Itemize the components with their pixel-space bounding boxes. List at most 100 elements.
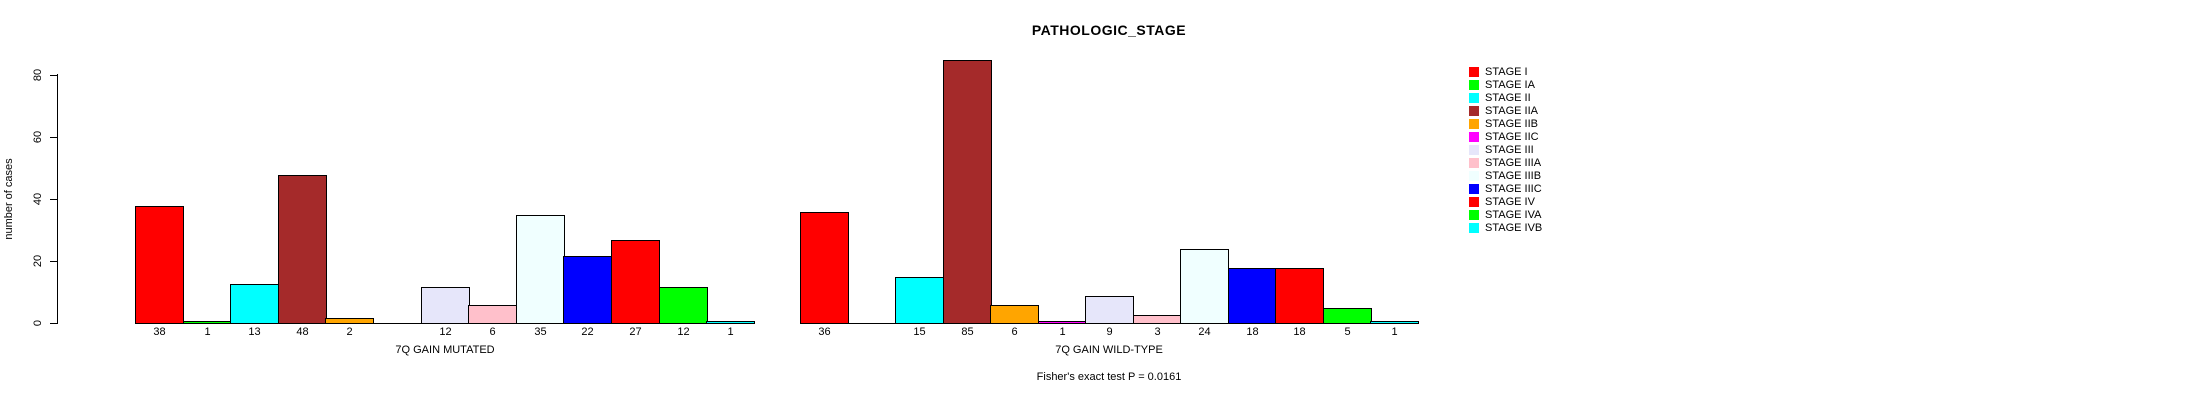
legend-swatch bbox=[1469, 158, 1479, 168]
bar-value-label: 13 bbox=[248, 326, 261, 338]
y-tick-label: 60 bbox=[32, 130, 44, 144]
bar-value-label: 85 bbox=[961, 326, 974, 338]
legend-swatch bbox=[1469, 145, 1479, 155]
y-tick-label: 80 bbox=[32, 68, 44, 82]
legend-swatch bbox=[1469, 223, 1479, 233]
legend-item: STAGE IV bbox=[1469, 196, 1669, 209]
legend-swatch bbox=[1469, 67, 1479, 77]
legend-label: STAGE IV bbox=[1485, 196, 1535, 208]
y-tick-mark bbox=[50, 199, 58, 200]
bar-stage-iiia bbox=[1133, 315, 1182, 324]
bar-stage-iiic bbox=[563, 256, 612, 324]
legend-label: STAGE IVA bbox=[1485, 209, 1542, 221]
bar-value-label: 12 bbox=[677, 326, 690, 338]
legend-label: STAGE IIIA bbox=[1485, 157, 1542, 169]
legend-label: STAGE IIIC bbox=[1485, 183, 1542, 195]
legend-label: STAGE IIA bbox=[1485, 105, 1538, 117]
y-tick-label: 40 bbox=[32, 192, 44, 206]
y-tick-mark bbox=[50, 261, 58, 262]
bar-stage-ivb bbox=[706, 321, 755, 324]
bar-value-label: 6 bbox=[489, 326, 496, 338]
bar-stage-ii bbox=[895, 277, 944, 324]
bar-stage-iiia bbox=[468, 305, 517, 324]
legend-swatch bbox=[1469, 106, 1479, 116]
legend-swatch bbox=[1469, 210, 1479, 220]
bar-stage-iib bbox=[990, 305, 1039, 324]
bar-stage-iiic bbox=[1228, 268, 1277, 324]
bar-stage-iiib bbox=[516, 215, 565, 324]
bar-stage-iva bbox=[659, 287, 708, 324]
legend-item: STAGE IIIA bbox=[1469, 157, 1669, 170]
y-axis-label: number of cases bbox=[3, 158, 15, 240]
legend-swatch bbox=[1469, 184, 1479, 194]
legend-item: STAGE IIIB bbox=[1469, 170, 1669, 183]
y-tick-mark bbox=[50, 75, 58, 76]
bar-stage-i bbox=[135, 206, 184, 324]
legend-swatch bbox=[1469, 93, 1479, 103]
legend-swatch bbox=[1469, 197, 1479, 207]
x-axis-title-mutated: 7Q GAIN MUTATED bbox=[395, 344, 495, 356]
bar-stage-iiib bbox=[1180, 249, 1229, 324]
bar-value-label: 12 bbox=[439, 326, 452, 338]
bar-value-label: 1 bbox=[204, 326, 211, 338]
zero-bar-stage-ia bbox=[848, 323, 897, 324]
legend-item: STAGE IA bbox=[1469, 79, 1669, 92]
legend-label: STAGE I bbox=[1485, 66, 1528, 78]
legend-label: STAGE III bbox=[1485, 144, 1534, 156]
y-tick-mark bbox=[50, 137, 58, 138]
chart-title: PATHOLOGIC_STAGE bbox=[1031, 22, 1187, 38]
legend-swatch bbox=[1469, 132, 1479, 142]
bar-value-label: 24 bbox=[1198, 326, 1211, 338]
bar-stage-iv bbox=[611, 240, 660, 324]
bar-value-label: 36 bbox=[818, 326, 831, 338]
bar-value-label: 38 bbox=[153, 326, 166, 338]
bar-stage-ii bbox=[230, 284, 279, 324]
bar-stage-ivb bbox=[1370, 321, 1419, 324]
bar-value-label: 48 bbox=[296, 326, 309, 338]
bar-value-label: 18 bbox=[1293, 326, 1306, 338]
legend-item: STAGE I bbox=[1469, 66, 1669, 79]
bar-stage-iia bbox=[278, 175, 327, 324]
legend-item: STAGE IIA bbox=[1469, 105, 1669, 118]
bar-value-label: 1 bbox=[1391, 326, 1398, 338]
legend-label: STAGE IA bbox=[1485, 79, 1535, 91]
legend-item: STAGE III bbox=[1469, 144, 1669, 157]
bar-stage-iic bbox=[1038, 321, 1087, 324]
bar-value-label: 15 bbox=[913, 326, 926, 338]
bar-value-label: 9 bbox=[1106, 326, 1113, 338]
legend-item: STAGE IVA bbox=[1469, 209, 1669, 222]
bar-stage-iia bbox=[943, 60, 992, 324]
bar-value-label: 22 bbox=[581, 326, 594, 338]
bar-stage-iib bbox=[325, 318, 374, 324]
y-tick-mark bbox=[50, 323, 58, 324]
legend-item: STAGE IIC bbox=[1469, 131, 1669, 144]
legend-item: STAGE IIB bbox=[1469, 118, 1669, 131]
bar-value-label: 18 bbox=[1246, 326, 1259, 338]
x-axis-title-wildtype: 7Q GAIN WILD-TYPE bbox=[1055, 344, 1163, 356]
legend-item: STAGE II bbox=[1469, 92, 1669, 105]
legend-item: STAGE IVB bbox=[1469, 222, 1669, 235]
zero-bar-stage-iic bbox=[373, 323, 422, 324]
bar-stage-ia bbox=[183, 321, 232, 324]
fisher-test-note: Fisher's exact test P = 0.0161 bbox=[1036, 371, 1182, 383]
bar-stage-i bbox=[800, 212, 849, 324]
bar-value-label: 2 bbox=[346, 326, 353, 338]
bar-value-label: 3 bbox=[1154, 326, 1161, 338]
legend-swatch bbox=[1469, 171, 1479, 181]
bar-stage-iii bbox=[1085, 296, 1134, 324]
y-tick-label: 20 bbox=[32, 254, 44, 268]
y-tick-label: 0 bbox=[32, 319, 44, 327]
legend-swatch bbox=[1469, 80, 1479, 90]
legend-label: STAGE IIIB bbox=[1485, 170, 1542, 182]
legend-label: STAGE IIB bbox=[1485, 118, 1538, 130]
bar-stage-iv bbox=[1275, 268, 1324, 324]
legend-label: STAGE IIC bbox=[1485, 131, 1539, 143]
legend-item: STAGE IIIC bbox=[1469, 183, 1669, 196]
legend-label: STAGE II bbox=[1485, 92, 1531, 104]
bar-value-label: 35 bbox=[534, 326, 547, 338]
bar-value-label: 5 bbox=[1344, 326, 1351, 338]
bar-value-label: 6 bbox=[1011, 326, 1018, 338]
legend-swatch bbox=[1469, 119, 1479, 129]
bar-stage-iii bbox=[421, 287, 470, 324]
